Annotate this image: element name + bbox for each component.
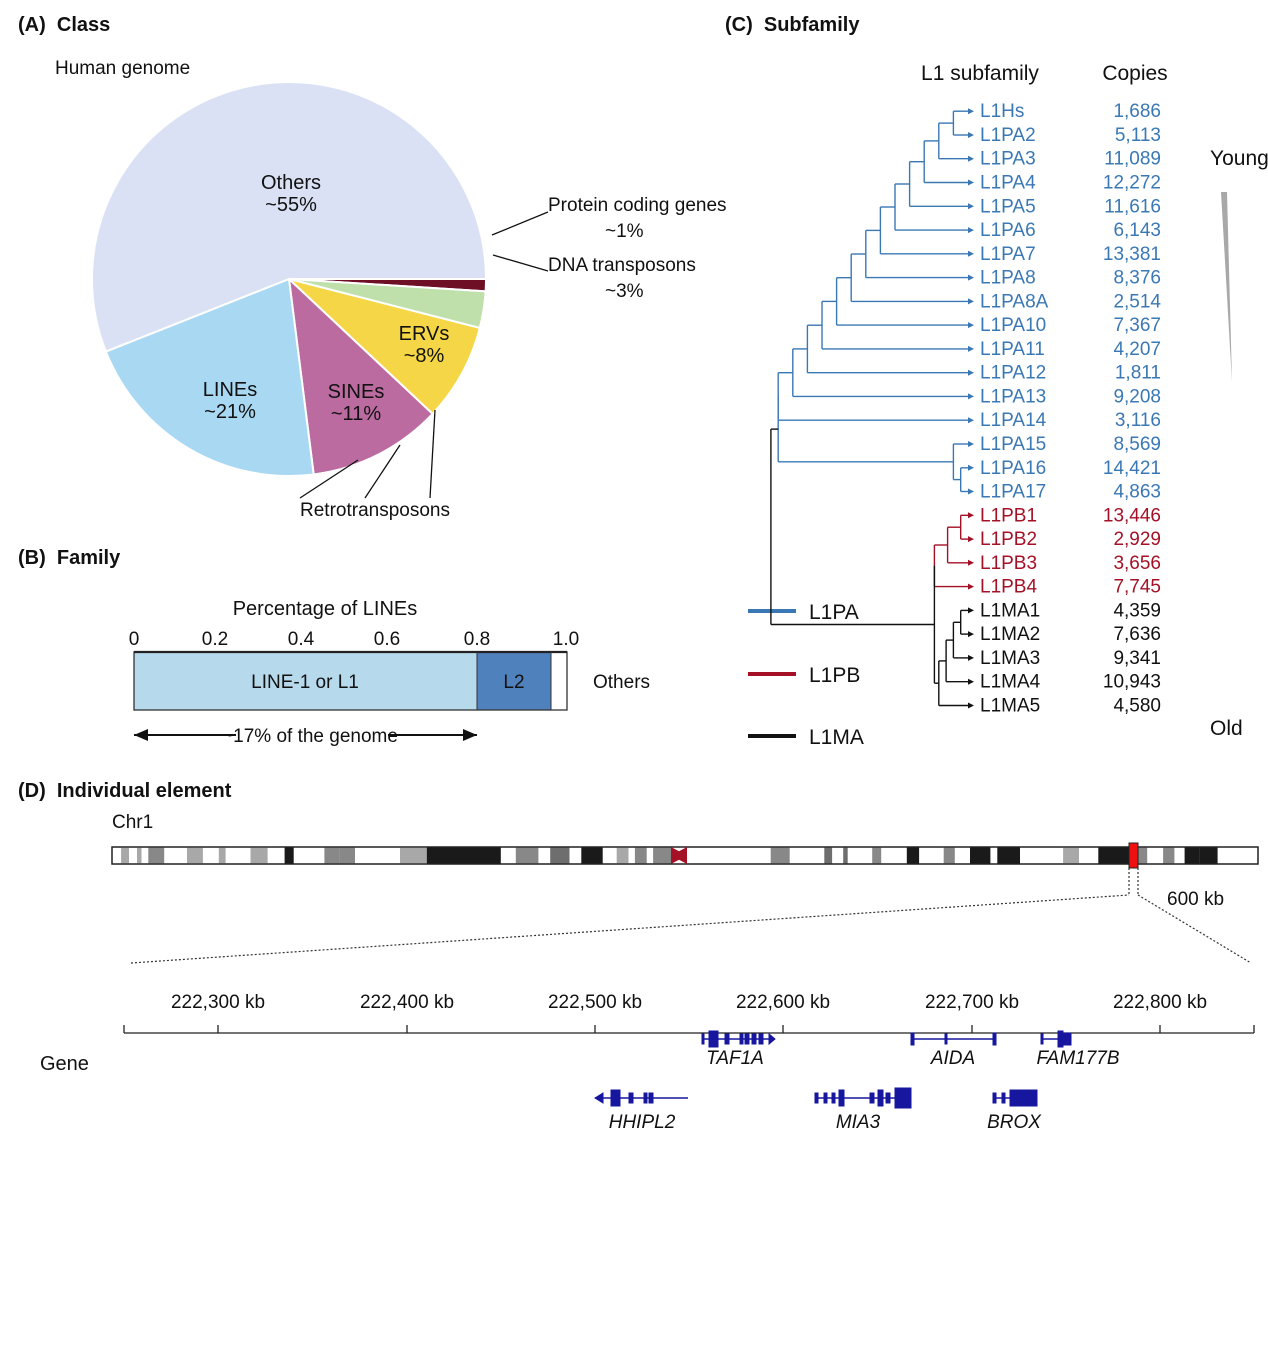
svg-text:TAF1A: TAF1A bbox=[706, 1048, 764, 1069]
svg-text:FAM177B: FAM177B bbox=[1036, 1048, 1119, 1069]
svg-text:222,300 kb: 222,300 kb bbox=[171, 992, 265, 1013]
svg-text:MIA3: MIA3 bbox=[836, 1112, 881, 1133]
svg-text:600 kb: 600 kb bbox=[1167, 889, 1224, 910]
svg-text:222,400 kb: 222,400 kb bbox=[360, 992, 454, 1013]
svg-text:222,800 kb: 222,800 kb bbox=[1113, 992, 1207, 1013]
svg-text:Gene: Gene bbox=[40, 1053, 89, 1075]
svg-text:BROX: BROX bbox=[987, 1112, 1042, 1133]
svg-text:AIDA: AIDA bbox=[930, 1048, 975, 1069]
svg-text:222,500 kb: 222,500 kb bbox=[548, 992, 642, 1013]
svg-text:222,600 kb: 222,600 kb bbox=[736, 992, 830, 1013]
svg-text:222,700 kb: 222,700 kb bbox=[925, 992, 1019, 1013]
svg-text:HHIPL2: HHIPL2 bbox=[609, 1112, 676, 1133]
